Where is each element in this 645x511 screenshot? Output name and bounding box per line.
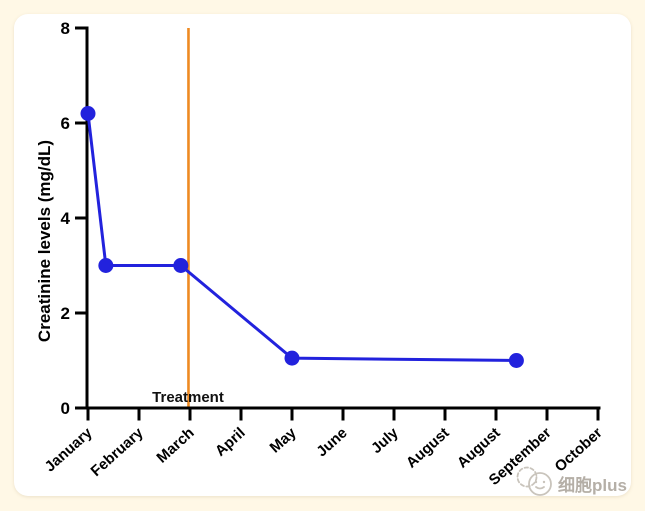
x-tick-label: August xyxy=(454,424,504,471)
y-axis-title: Creatinine levels (mg/dL) xyxy=(35,140,54,342)
data-point-marker xyxy=(98,258,114,273)
y-tick-label: 8 xyxy=(61,19,70,38)
y-tick-label: 2 xyxy=(61,304,70,323)
x-tick-label: June xyxy=(313,424,350,460)
y-tick-label: 6 xyxy=(61,114,70,133)
y-tick-label: 4 xyxy=(61,209,71,228)
x-tick-label: May xyxy=(267,424,301,457)
x-tick-label: March xyxy=(153,424,197,466)
watermark-text: 细胞plus xyxy=(558,475,627,495)
x-tick-label: February xyxy=(88,424,148,480)
treatment-label: Treatment xyxy=(152,389,224,406)
axis-spine xyxy=(85,26,601,410)
chart-card: 0 2 4 6 8 January February March April May June Jul… xyxy=(14,14,631,496)
data-point-marker xyxy=(173,258,189,273)
data-point-marker xyxy=(284,350,300,366)
data-point-marker xyxy=(508,353,524,368)
y-tick-label: 0 xyxy=(61,399,70,418)
watermark: 细胞plus xyxy=(516,466,627,496)
data-series-layer xyxy=(80,106,524,368)
series-line xyxy=(86,113,517,362)
cell-logo-icon xyxy=(516,466,552,496)
x-tick-label: July xyxy=(368,424,402,457)
x-tick-label: August xyxy=(403,424,453,471)
x-tick-label: April xyxy=(212,424,249,459)
x-tick-label: October xyxy=(552,424,606,475)
data-point-marker xyxy=(80,106,96,121)
